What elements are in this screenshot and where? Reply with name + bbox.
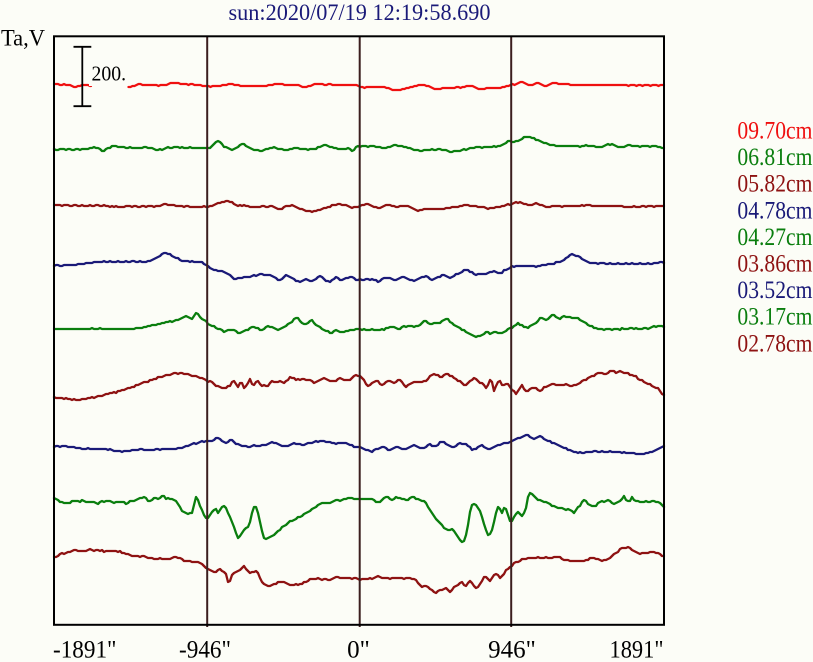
svg-text:04.27cm: 04.27cm bbox=[737, 224, 812, 251]
svg-text:04.78cm: 04.78cm bbox=[737, 197, 812, 224]
svg-text:1891": 1891" bbox=[610, 637, 664, 662]
svg-text:sun:2020/07/19 12:19:58.690: sun:2020/07/19 12:19:58.690 bbox=[229, 0, 491, 25]
svg-text:-1891": -1891" bbox=[53, 637, 117, 662]
svg-text:03.17cm: 03.17cm bbox=[737, 304, 812, 331]
svg-text:03.86cm: 03.86cm bbox=[737, 251, 812, 278]
svg-text:06.81cm: 06.81cm bbox=[737, 144, 812, 171]
svg-text:02.78cm: 02.78cm bbox=[737, 330, 812, 357]
svg-text:200.: 200. bbox=[92, 61, 127, 85]
svg-text:946": 946" bbox=[488, 637, 536, 662]
svg-text:03.52cm: 03.52cm bbox=[737, 277, 812, 304]
svg-text:05.82cm: 05.82cm bbox=[737, 171, 812, 198]
svg-text:Ta,V: Ta,V bbox=[1, 26, 45, 51]
svg-text:-946": -946" bbox=[179, 637, 231, 662]
svg-text:0": 0" bbox=[347, 637, 370, 662]
svg-text:09.70cm: 09.70cm bbox=[737, 117, 812, 144]
